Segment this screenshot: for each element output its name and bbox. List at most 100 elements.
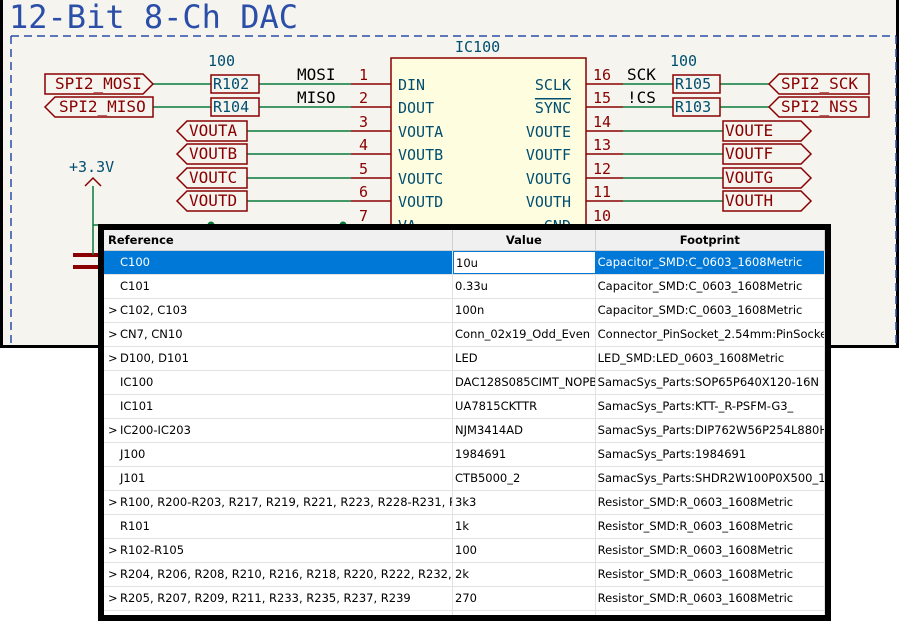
table-row[interactable]: > R100, R200-R203, R217, R219, R221, R223… bbox=[104, 491, 825, 515]
net-label-shape[interactable] bbox=[722, 120, 813, 142]
table-row[interactable]: R101 1k Resistor_SMD:R_0603_1608Metric bbox=[104, 515, 825, 539]
cell-value[interactable]: UA7815CKTTR bbox=[453, 395, 596, 418]
cell-reference[interactable]: > R102-R105 bbox=[104, 539, 454, 562]
reference-text: IC100 bbox=[120, 375, 154, 389]
table-row[interactable]: C101 0.33u Capacitor_SMD:C_0603_1608Metric bbox=[104, 275, 825, 299]
table-row[interactable]: > CN7, CN10 Conn_02x19_Odd_Even Connector_P… bbox=[104, 323, 825, 347]
cell-footprint[interactable]: Resistor_SMD:R_0603_1608Metric bbox=[596, 491, 825, 514]
cell-footprint[interactable]: Resistor_SMD:R_0603_1608Metric bbox=[596, 515, 825, 538]
cell-reference[interactable]: C100 bbox=[104, 251, 454, 274]
cell-footprint[interactable]: Resistor_SMD:R_0603_1608Metric bbox=[596, 587, 825, 610]
table-row[interactable]: IC100 DAC128S085CIMT_NOPB SamacSys_Parts:S… bbox=[104, 371, 825, 395]
cell-reference[interactable]: J100 bbox=[104, 443, 454, 466]
cell-reference[interactable]: > R204, R206, R208, R210, R216, R218, R22… bbox=[104, 563, 454, 586]
cell-reference[interactable]: C101 bbox=[104, 275, 454, 298]
cell-value[interactable]: 100n bbox=[453, 299, 596, 322]
cell-value[interactable]: Conn_02x19_Odd_Even bbox=[453, 323, 596, 346]
global-label-spi2-miso: SPI2_MISO bbox=[59, 97, 146, 116]
cell-footprint[interactable]: Connector_PinSocket_2.54mm:PinSocket_2 bbox=[596, 323, 825, 346]
expand-chevron-icon[interactable]: > bbox=[108, 543, 118, 557]
cell-value[interactable]: 10u bbox=[453, 251, 596, 274]
cell-value[interactable]: CTB5000_2 bbox=[453, 467, 596, 490]
cell-value[interactable]: 270 bbox=[453, 611, 596, 615]
cell-footprint[interactable]: SamacSys_Parts:DIP762W56P254L880H425C bbox=[596, 419, 825, 442]
net-label-shape[interactable] bbox=[175, 143, 248, 165]
column-header-footprint[interactable]: Footprint bbox=[596, 230, 825, 250]
resistor-r105[interactable] bbox=[672, 74, 721, 94]
net-label-voutf: VOUTF bbox=[725, 144, 773, 163]
cell-reference[interactable]: R101 bbox=[104, 515, 454, 538]
net-label-voutb: VOUTB bbox=[189, 144, 237, 163]
bom-table[interactable]: Reference Value Footprint C100 10u Capacit… bbox=[104, 230, 825, 615]
cell-footprint[interactable]: SamacSys_Parts:1984691 bbox=[596, 443, 825, 466]
cell-value[interactable]: 0.33u bbox=[453, 275, 596, 298]
cell-footprint[interactable]: LED_SMD:LED_0603_1608Metric bbox=[596, 347, 825, 370]
expand-chevron-icon[interactable]: > bbox=[108, 423, 118, 437]
cell-reference[interactable]: > D100, D101 bbox=[104, 347, 454, 370]
cell-value[interactable]: 3k3 bbox=[453, 491, 596, 514]
net-label-voute: VOUTE bbox=[725, 121, 773, 140]
cell-reference[interactable]: > IC200-IC203 bbox=[104, 419, 454, 442]
cell-footprint[interactable]: Capacitor_SMD:C_0603_1608Metric bbox=[595, 251, 825, 274]
cell-value[interactable]: 100 bbox=[453, 539, 596, 562]
cell-footprint[interactable]: SamacSys_Parts:SHDR2W100P0X500_1X2_10 bbox=[596, 467, 825, 490]
table-row[interactable]: J100 1984691 SamacSys_Parts:1984691 bbox=[104, 443, 825, 467]
net-label-shape[interactable] bbox=[722, 167, 813, 189]
cell-value[interactable]: 2k bbox=[453, 563, 596, 586]
cell-value[interactable]: 270 bbox=[453, 587, 596, 610]
global-label-shape[interactable] bbox=[43, 96, 154, 118]
net-label-shape[interactable] bbox=[722, 190, 813, 212]
table-row[interactable]: > R102-R105 100 Resistor_SMD:R_0603_1608Met… bbox=[104, 539, 825, 563]
cell-reference[interactable]: > R205, R207, R209, R211, R233, R235, R23… bbox=[104, 587, 454, 610]
global-label-shape[interactable] bbox=[767, 96, 870, 118]
cell-value[interactable]: NJM3414AD bbox=[453, 419, 596, 442]
cell-footprint[interactable]: SamacSys_Parts:SOP65P640X120-16N bbox=[596, 371, 825, 394]
resistor-r102[interactable] bbox=[210, 74, 260, 94]
expand-chevron-icon[interactable]: > bbox=[108, 327, 118, 341]
cell-reference[interactable]: J101 bbox=[104, 467, 454, 490]
cell-reference[interactable]: IC100 bbox=[104, 371, 454, 394]
net-label-shape[interactable] bbox=[722, 143, 813, 165]
expand-chevron-icon[interactable]: > bbox=[108, 303, 118, 317]
table-row[interactable]: C100 10u Capacitor_SMD:C_0603_1608Metric bbox=[104, 251, 825, 275]
expand-chevron-icon[interactable]: > bbox=[108, 591, 118, 605]
cell-value[interactable]: DAC128S085CIMT_NOPB bbox=[453, 371, 596, 394]
net-label-shape[interactable] bbox=[175, 167, 248, 189]
expand-chevron-icon[interactable]: > bbox=[108, 351, 118, 365]
resistor-r103[interactable] bbox=[672, 97, 721, 117]
cell-reference[interactable]: >R212-R215, R240-R243 bbox=[104, 611, 454, 615]
expand-chevron-icon[interactable]: > bbox=[108, 567, 118, 581]
column-header-reference[interactable]: Reference bbox=[104, 230, 454, 250]
cell-footprint[interactable]: Resistor_SMD:R_1206_3216Metric bbox=[596, 611, 825, 615]
net-label-shape[interactable] bbox=[175, 190, 248, 212]
table-row[interactable]: IC101 UA7815CKTTR SamacSys_Parts:KTT-_R-PS… bbox=[104, 395, 825, 419]
table-row[interactable]: > IC200-IC203 NJM3414AD SamacSys_Parts:DIP7… bbox=[104, 419, 825, 443]
cell-value[interactable]: LED bbox=[453, 347, 596, 370]
table-row[interactable]: > C102, C103 100n Capacitor_SMD:C_0603_1608… bbox=[104, 299, 825, 323]
global-label-shape[interactable] bbox=[44, 73, 155, 95]
column-header-value[interactable]: Value bbox=[453, 230, 596, 250]
cell-reference[interactable]: > CN7, CN10 bbox=[104, 323, 454, 346]
resistor-r104[interactable] bbox=[210, 97, 260, 117]
table-row[interactable]: > R204, R206, R208, R210, R216, R218, R22… bbox=[104, 563, 825, 587]
cell-footprint[interactable]: Resistor_SMD:R_0603_1608Metric bbox=[596, 539, 825, 562]
cell-reference[interactable]: IC101 bbox=[104, 395, 454, 418]
cell-reference[interactable]: > R100, R200-R203, R217, R219, R221, R223… bbox=[104, 491, 454, 514]
cell-value[interactable]: 1k bbox=[453, 515, 596, 538]
expand-chevron-icon[interactable]: > bbox=[108, 495, 118, 509]
table-row[interactable]: >R212-R215, R240-R243270Resistor_SMD:R_1… bbox=[104, 611, 825, 615]
pin-name: VOUTC bbox=[398, 170, 443, 188]
cell-value[interactable]: 1984691 bbox=[453, 443, 596, 466]
global-label-shape[interactable] bbox=[767, 73, 870, 95]
pin-name: VOUTF bbox=[526, 146, 571, 164]
expand-chevron-icon[interactable]: > bbox=[108, 611, 120, 615]
cell-footprint[interactable]: Capacitor_SMD:C_0603_1608Metric bbox=[596, 299, 825, 322]
cell-reference[interactable]: > C102, C103 bbox=[104, 299, 454, 322]
table-row[interactable]: J101 CTB5000_2 SamacSys_Parts:SHDR2W100P0X… bbox=[104, 467, 825, 491]
cell-footprint[interactable]: Resistor_SMD:R_0603_1608Metric bbox=[596, 563, 825, 586]
net-label-shape[interactable] bbox=[175, 120, 248, 142]
cell-footprint[interactable]: SamacSys_Parts:KTT-_R-PSFM-G3_ bbox=[596, 395, 825, 418]
cell-footprint[interactable]: Capacitor_SMD:C_0603_1608Metric bbox=[596, 275, 825, 298]
table-row[interactable]: > R205, R207, R209, R211, R233, R235, R23… bbox=[104, 587, 825, 611]
table-row[interactable]: > D100, D101 LED LED_SMD:LED_0603_1608Metri… bbox=[104, 347, 825, 371]
